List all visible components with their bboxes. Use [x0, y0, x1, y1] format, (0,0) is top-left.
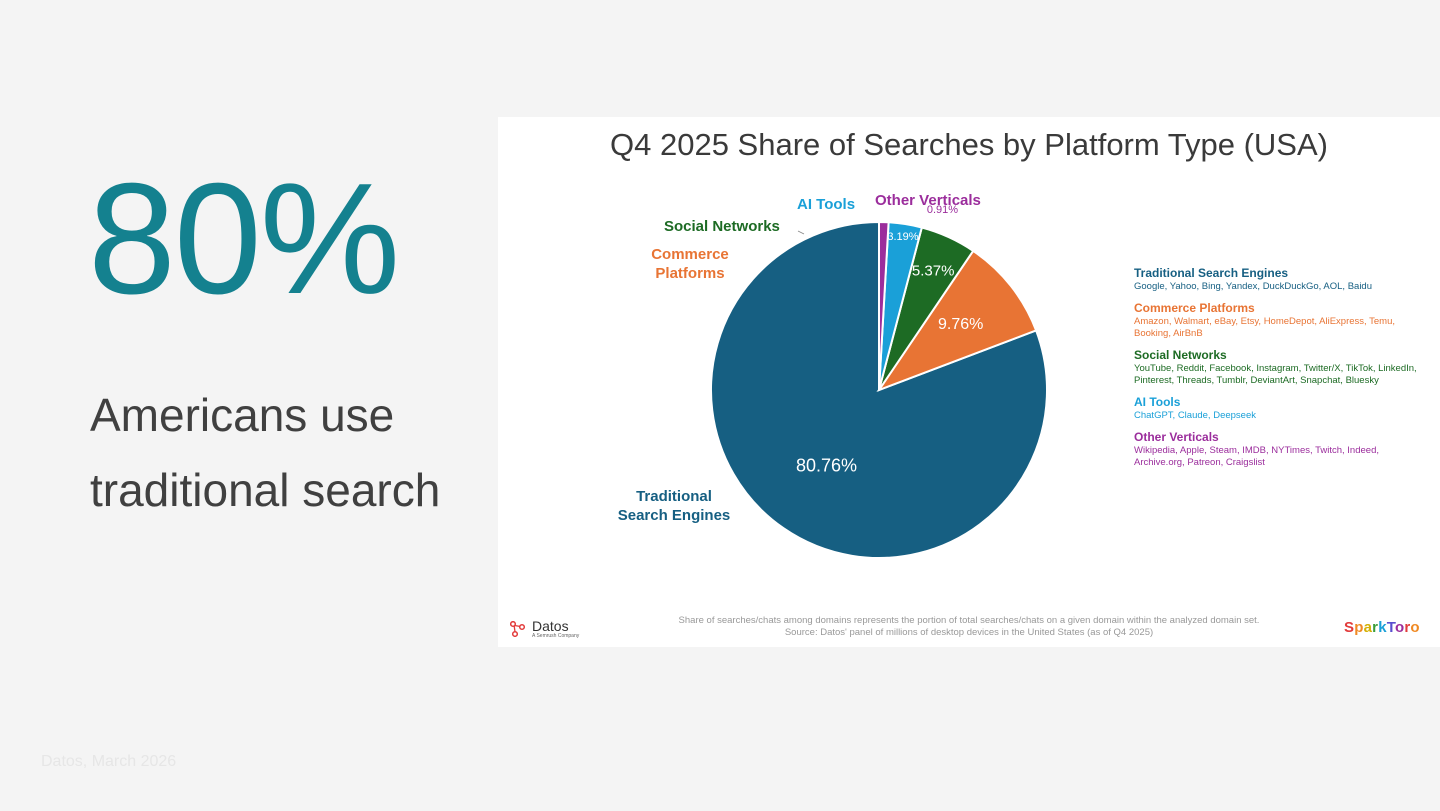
source-note: Datos, March 2026 — [41, 753, 177, 770]
slice-percent-label: 5.37% — [911, 262, 955, 280]
datos-logo: Datos A Semrush Company — [510, 619, 579, 639]
sparktoro-letter: S — [1344, 619, 1355, 636]
sparktoro-letter: a — [1363, 619, 1373, 636]
slice-category-label: Traditional Search Engines — [617, 488, 731, 524]
slice-percent-label: 3.19% — [887, 231, 919, 243]
legend-item-name: Commerce Platforms — [1134, 301, 1255, 315]
datos-wordmark: Datos — [532, 618, 569, 634]
legend-item-description: YouTube, Reddit, Facebook, Instagram, Tw… — [1134, 363, 1417, 386]
legend-item: Other Verticals Wikipedia, Apple, Steam, … — [1134, 430, 1424, 469]
datos-logo-icon — [510, 621, 526, 637]
sparktoro-letter: o — [1394, 619, 1405, 636]
sparktoro-letter: k — [1378, 619, 1387, 636]
legend-item: Traditional Search Engines Google, Yahoo,… — [1134, 266, 1424, 293]
legend-item-name: Traditional Search Engines — [1134, 266, 1289, 280]
slice-category-label: Social Networks — [664, 218, 780, 235]
chart-legend: Traditional Search Engines Google, Yahoo,… — [1134, 266, 1424, 477]
legend-item-description: ChatGPT, Claude, Deepseek — [1134, 410, 1256, 421]
slice-category-label: Commerce Platforms — [651, 246, 729, 282]
legend-item-name: Other Verticals — [1134, 430, 1219, 444]
slice-category-label: Other Verticals — [875, 192, 981, 209]
slice-percent-label: 80.76% — [795, 455, 858, 476]
slice-percent-label: 9.76% — [938, 316, 984, 334]
sparktoro-letter: r — [1404, 619, 1411, 636]
sparktoro-letter: p — [1354, 619, 1364, 636]
slice-category-label: AI Tools — [797, 196, 856, 213]
leader-line — [797, 230, 805, 235]
legend-item-name: AI Tools — [1134, 395, 1181, 409]
legend-item: Social Networks YouTube, Reddit, Facebook… — [1134, 348, 1424, 387]
footnote-line1: Share of searches/chats among domains re… — [678, 615, 1260, 626]
datos-tagline: A Semrush Company — [532, 633, 580, 639]
stat-description: Americans use traditional search — [90, 378, 510, 528]
footnote-line2: Source: Datos' panel of millions of desk… — [784, 627, 1154, 638]
stat-description-line2: traditional search — [90, 464, 441, 516]
slice-commerce — [876, 249, 1038, 393]
chart-card: Q4 2025 Share of Searches by Platform Ty… — [498, 117, 1440, 647]
chart-title: Q4 2025 Share of Searches by Platform Ty… — [610, 127, 1328, 162]
sparktoro-letter: o — [1410, 619, 1420, 636]
slice-other-verticals — [878, 220, 890, 391]
pie-chart — [710, 220, 1048, 559]
legend-item: AI Tools ChatGPT, Claude, Deepseek — [1134, 395, 1424, 422]
legend-item-description: Google, Yahoo, Bing, Yandex, DuckDuckGo,… — [1134, 281, 1373, 292]
legend-item: Commerce Platforms Amazon, Walmart, eBay,… — [1134, 301, 1424, 340]
sparktoro-letter: T — [1386, 619, 1395, 636]
sparktoro-logo: SparkToro — [1344, 619, 1420, 636]
stat-description-line1: Americans use — [90, 389, 395, 441]
legend-item-description: Wikipedia, Apple, Steam, IMDB, NYTimes, … — [1134, 445, 1379, 468]
slice-percent-label: 0.91% — [926, 204, 959, 217]
stat-value: 80% — [88, 151, 400, 327]
legend-item-name: Social Networks — [1134, 348, 1227, 362]
legend-item-description: Amazon, Walmart, eBay, Etsy, HomeDepot, … — [1134, 316, 1395, 339]
sparktoro-letter: r — [1372, 619, 1379, 636]
chart-footnote: Share of searches/chats among domains re… — [598, 615, 1340, 639]
